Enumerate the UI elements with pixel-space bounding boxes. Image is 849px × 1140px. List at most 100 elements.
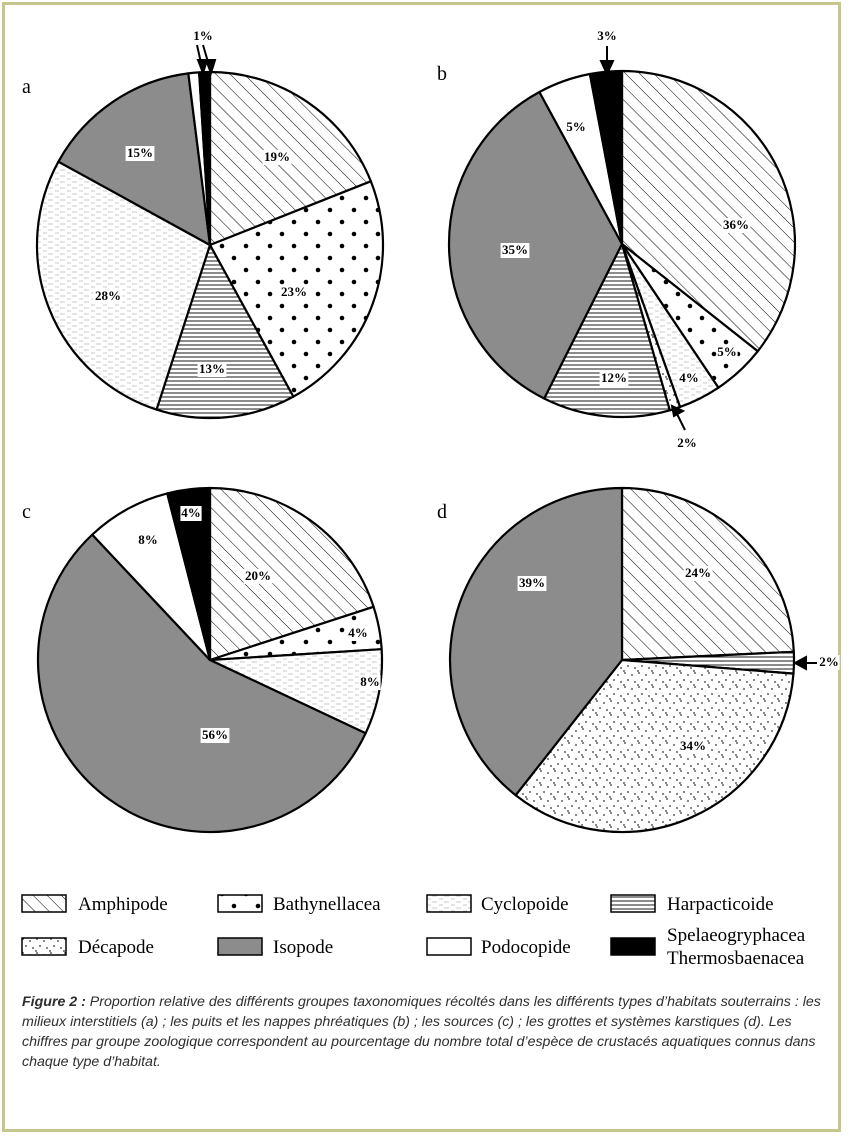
pie-c-pct-podocopide: 8% [138, 532, 158, 547]
label-background [180, 506, 202, 521]
legend-label-thermosbaenacea: Thermosbaenacea [667, 948, 805, 969]
annotation-arrows [196, 44, 817, 671]
pie-d-slice-isopode [448, 486, 624, 797]
legend-swatch-podocopide [426, 937, 472, 956]
label-background [200, 728, 230, 743]
pie-d-pct-harpacticoide: 2% [819, 654, 839, 669]
pie-d-label-amphipode: 24% [683, 565, 713, 581]
pie-d: 24% 2% 34% 39% d [437, 486, 840, 834]
pie-a-label-harpacticoide: 13% [197, 361, 227, 377]
pie-a-pct-harpacticoide: 13% [199, 361, 225, 376]
arrowhead-b-bottom [670, 404, 686, 418]
pie-a-pct-bathynellacea: 23% [281, 284, 307, 299]
legend-label-cyclopoide: Cyclopoide [481, 894, 569, 915]
label-background [818, 655, 840, 670]
legend-label-podocopide: Podocopide [481, 937, 571, 958]
pie-c-label-podocopide: 8% [137, 532, 159, 548]
legend-swatch-harpacticoide [610, 894, 656, 913]
legend-swatch-isopode [217, 937, 263, 956]
pie-b-letter: b [437, 63, 447, 85]
legend-swatch-amphipode [21, 894, 67, 913]
label-background [262, 150, 292, 165]
pie-a-pct-spelaeogryphacea-thermosbaenacea: 1% [193, 28, 213, 43]
label-background [599, 371, 629, 386]
label-background [192, 29, 214, 44]
label-background [565, 120, 587, 135]
legend: Amphipode Bathynellacea Cyclopoide Harpa… [21, 894, 806, 969]
pie-c-pct-amphipode: 20% [245, 568, 271, 583]
label-background [197, 362, 227, 377]
pie-a-pct-isopode: 15% [127, 145, 153, 160]
legend-label-isopode: Isopode [273, 937, 333, 958]
pie-a: 19% 23% 13% 28% 15% 1% a [22, 28, 385, 420]
pie-c-slice-spelaeogryphacea-thermosbaenacea [166, 486, 212, 662]
pie-b-label-isopode: 35% [500, 242, 530, 258]
label-background [125, 146, 155, 161]
legend-swatch-spelaeogryphacea [610, 937, 656, 956]
label-background [517, 576, 547, 591]
pie-c-pct-bathynellacea: 4% [348, 625, 368, 640]
pie-c-pct-cyclopoide: 8% [360, 674, 380, 689]
pie-a-pct-cyclopoide: 28% [95, 288, 121, 303]
legend-label-amphipode: Amphipode [78, 894, 168, 915]
arrowhead-a-2 [204, 59, 217, 77]
pie-b-pct-harpacticoide: 12% [601, 370, 627, 385]
pie-a-label-isopode: 15% [125, 145, 155, 161]
pie-a-slice-harpacticoide [155, 243, 295, 420]
pie-c-letter: c [22, 501, 31, 523]
pie-d-letter: d [437, 501, 447, 523]
legend-label-spelaeogryphacea: Spelaeogryphacea [667, 925, 806, 946]
pie-d-slice-decapode [514, 658, 795, 834]
label-background [500, 243, 530, 258]
pie-a-label-spelaeogryphacea-thermosbaenacea: 1% [192, 28, 214, 44]
pie-b-slice-amphipode [620, 69, 797, 353]
pie-a-pct-amphipode: 19% [264, 149, 290, 164]
pie-d-label-isopode: 39% [517, 575, 547, 591]
arrowhead-b-top [599, 60, 615, 77]
pie-a-letter: a [22, 76, 31, 98]
label-background [279, 285, 309, 300]
label-background [137, 533, 159, 548]
pie-b-pct-isopode: 35% [502, 242, 528, 257]
pie-c-label-spelaeogryphacea-thermosbaenacea: 4% [180, 505, 202, 521]
pie-d-label-harpacticoide: 2% [818, 654, 840, 670]
pie-a-slice-cyclopoide [35, 160, 212, 411]
legend-swatch-decapode [21, 937, 67, 956]
figure-caption: Figure 2 : Proportion relative des diffé… [22, 992, 822, 1072]
pie-b-label-podocopide: 5% [565, 119, 587, 135]
legend-label-decapode: Décapode [78, 937, 154, 958]
pie-b-slice-harpacticoide [543, 242, 671, 419]
pie-c-slice-amphipode [208, 486, 375, 662]
pie-b: 36% 5% 4% 2% 12% 35% 5% 3% b [437, 28, 797, 451]
label-background [359, 675, 381, 690]
pie-d-pct-decapode: 34% [680, 738, 706, 753]
pie-b-label-spelaeogryphacea-thermosbaenacea: 3% [596, 28, 618, 44]
pie-b-pct-spelaeogryphacea-thermosbaenacea: 3% [597, 28, 617, 43]
caption-body: Proportion relative des différents group… [22, 994, 821, 1070]
label-background [243, 569, 273, 584]
pie-c-label-isopode: 56% [200, 727, 230, 743]
label-background [683, 566, 713, 581]
label-background [678, 739, 708, 754]
pie-a-label-bathynellacea: 23% [279, 284, 309, 300]
legend-swatch-bathynellacea [217, 894, 263, 913]
pie-b-pct-podocopide: 5% [566, 119, 586, 134]
label-background [676, 436, 698, 451]
label-background [721, 218, 751, 233]
pie-b-label-decapode: 2% [676, 435, 698, 451]
label-background [716, 345, 738, 360]
pie-c-label-amphipode: 20% [243, 568, 273, 584]
legend-swatch-cyclopoide [426, 894, 472, 913]
pie-b-slice-isopode [447, 90, 624, 400]
label-background [347, 626, 369, 641]
pie-d-pct-isopode: 39% [519, 575, 545, 590]
legend-label-bathynellacea: Bathynellacea [273, 894, 381, 915]
label-background [93, 289, 123, 304]
pie-c-label-cyclopoide: 8% [359, 674, 381, 690]
label-background [678, 371, 700, 386]
pie-d-pct-amphipode: 24% [685, 565, 711, 580]
pie-b-label-bathynellacea: 5% [716, 344, 738, 360]
legend-label-harpacticoide: Harpacticoide [667, 894, 774, 915]
arrowhead-d [792, 655, 807, 671]
